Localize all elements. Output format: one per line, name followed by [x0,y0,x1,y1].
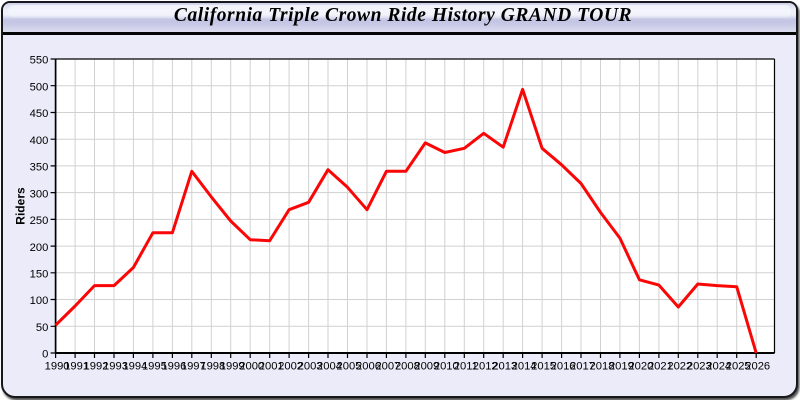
svg-text:2011: 2011 [454,361,478,373]
svg-text:2006: 2006 [356,361,381,373]
svg-text:400: 400 [30,135,49,147]
svg-text:2019: 2019 [609,361,634,373]
svg-text:2014: 2014 [512,361,537,373]
svg-text:2000: 2000 [239,361,264,373]
svg-text:100: 100 [30,295,49,307]
svg-text:2004: 2004 [317,361,342,373]
svg-text:1990: 1990 [45,361,70,373]
svg-text:550: 550 [30,55,49,67]
svg-text:2013: 2013 [492,361,517,373]
svg-text:2003: 2003 [298,361,323,373]
svg-text:150: 150 [30,269,49,281]
svg-text:250: 250 [30,215,49,227]
svg-text:1995: 1995 [142,361,167,373]
svg-text:2026: 2026 [745,361,770,373]
svg-text:2025: 2025 [726,361,751,373]
svg-text:2001: 2001 [259,361,284,373]
svg-text:2012: 2012 [473,361,498,373]
svg-text:2020: 2020 [628,361,653,373]
svg-text:2009: 2009 [414,361,439,373]
svg-text:2017: 2017 [570,361,595,373]
svg-text:450: 450 [30,108,49,120]
svg-text:2002: 2002 [278,361,303,373]
svg-text:2021: 2021 [648,361,673,373]
svg-text:2024: 2024 [706,361,731,373]
svg-text:1994: 1994 [122,361,147,373]
svg-text:350: 350 [30,162,49,174]
svg-text:0: 0 [42,349,48,361]
svg-text:2015: 2015 [531,361,556,373]
svg-text:500: 500 [30,81,49,93]
svg-text:2016: 2016 [551,361,576,373]
svg-text:2018: 2018 [590,361,615,373]
svg-text:2008: 2008 [395,361,420,373]
svg-text:50: 50 [36,322,48,334]
svg-text:1992: 1992 [84,361,109,373]
svg-text:300: 300 [30,188,49,200]
svg-text:1996: 1996 [161,361,186,373]
svg-text:1993: 1993 [103,361,128,373]
svg-text:1997: 1997 [181,361,206,373]
svg-text:1998: 1998 [200,361,225,373]
svg-text:1991: 1991 [64,361,89,373]
svg-text:2023: 2023 [687,361,712,373]
svg-text:1999: 1999 [220,361,245,373]
svg-text:200: 200 [30,242,49,254]
svg-text:2022: 2022 [667,361,692,373]
svg-text:2010: 2010 [434,361,459,373]
svg-text:2005: 2005 [337,361,362,373]
svg-text:2007: 2007 [375,361,400,373]
svg-text:Riders: Riders [14,187,28,225]
